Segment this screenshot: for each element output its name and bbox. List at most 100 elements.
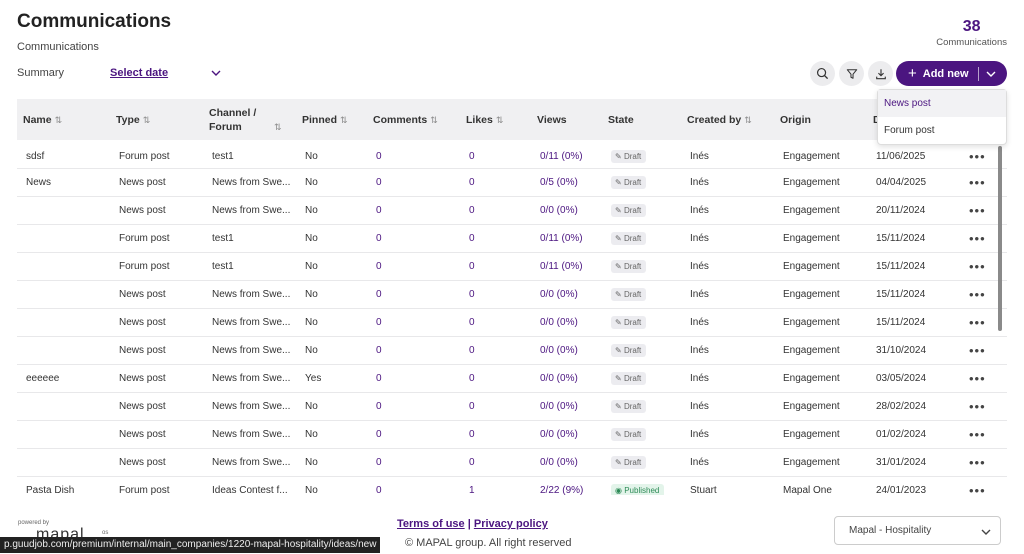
more-options-icon[interactable]: ••• [969, 314, 986, 330]
dropdown-item-forum-post[interactable]: Forum post [884, 125, 935, 136]
organization-select-value: Mapal - Hospitality [849, 525, 932, 536]
search-button[interactable] [810, 61, 835, 86]
cell-type: News post [119, 428, 166, 440]
column-header-type[interactable]: Type ⇅ [116, 113, 151, 126]
select-date-link[interactable]: Select date [110, 67, 169, 79]
more-options-icon[interactable]: ••• [969, 286, 986, 302]
more-options-icon[interactable]: ••• [969, 482, 986, 496]
status-badge: ✎ Draft [611, 371, 647, 385]
edit-icon: ✎ [615, 205, 624, 215]
cell-channel: Ideas Contest f... [212, 484, 288, 496]
page-subtitle: Communications [17, 41, 99, 53]
status-badge: ✎ Draft [611, 150, 647, 164]
table-row[interactable]: News post News from Swe... No 0 0 0/0 (0%) ✎ D… [17, 280, 1007, 308]
button-divider [977, 66, 979, 81]
edit-icon: ✎ [615, 373, 624, 383]
organization-select[interactable]: Mapal - Hospitality [834, 516, 1001, 545]
terms-link[interactable]: Terms of use [397, 518, 465, 530]
table-row[interactable]: sdsf Forum post test1 No 0 0 0/11 (0%) ✎ Draft I… [17, 140, 1007, 168]
table-row[interactable]: Pasta Dish Forum post Ideas Contest f... No… [17, 476, 1007, 495]
table-row[interactable]: Forum post test1 No 0 0 0/11 (0%) ✎ Draft Inés E… [17, 252, 1007, 280]
cell-created-by: Inés [690, 400, 709, 412]
sort-icon[interactable]: ⇅ [54, 114, 63, 125]
cell-comments: 0 [376, 151, 382, 163]
edit-icon: ✎ [615, 177, 624, 187]
cell-comments: 0 [376, 484, 382, 496]
more-options-icon[interactable]: ••• [969, 370, 986, 386]
column-header-likes[interactable]: Likes ⇅ [466, 113, 504, 126]
add-new-button[interactable]: + Add new [896, 61, 1007, 86]
cell-created-by: Inés [690, 260, 709, 272]
cell-views: 0/11 (0%) [540, 151, 583, 163]
cell-state: ✎ Draft [602, 252, 681, 280]
cell-comments: 0 [376, 344, 382, 356]
count-number: 38 [962, 18, 981, 35]
dropdown-item-news-post[interactable]: News post [878, 90, 1006, 117]
cell-pinned: No [305, 176, 318, 188]
more-options-icon[interactable]: ••• [969, 426, 986, 442]
privacy-link[interactable]: Privacy policy [473, 518, 548, 530]
sort-icon[interactable]: ⇅ [495, 114, 504, 125]
column-header-origin: Origin [780, 113, 811, 126]
cell-likes: 0 [469, 288, 475, 300]
cell-views: 0/0 (0%) [540, 428, 578, 440]
table-row[interactable]: eeeeee News post News from Swe... Yes 0 0 0/0 … [17, 364, 1007, 392]
more-options-icon[interactable]: ••• [969, 174, 986, 190]
table-row[interactable]: News post News from Swe... No 0 0 0/0 (0%) ✎ D… [17, 308, 1007, 336]
table-row[interactable]: News post News from Swe... No 0 0 0/0 (0%) ✎ D… [17, 196, 1007, 224]
sort-icon[interactable]: ⇅ [340, 114, 348, 125]
download-button[interactable] [868, 61, 893, 86]
cell-name [17, 280, 110, 308]
table-row[interactable]: News post News from Swe... No 0 0 0/0 (0%) ✎ D… [17, 420, 1007, 448]
column-header-name[interactable]: Name ⇅ [23, 113, 63, 126]
column-header-pinned[interactable]: Pinned ⇅ [302, 113, 348, 126]
column-header-date[interactable]: D [867, 99, 960, 140]
table-row[interactable]: News post News from Swe... No 0 0 0/0 (0%) ✎ D… [17, 392, 1007, 420]
cell-pinned: No [305, 151, 318, 163]
cell-date: 20/11/2024 [876, 204, 926, 216]
more-options-icon[interactable]: ••• [969, 342, 986, 358]
status-bar-url: p.guudjob.com/premium/internal/main_comp… [0, 537, 381, 553]
cell-created-by: Inés [690, 316, 709, 328]
add-new-label: Add new [922, 67, 969, 80]
sort-icon[interactable]: ⇅ [430, 114, 438, 125]
sort-icon[interactable]: ⇅ [274, 121, 282, 132]
chevron-down-icon[interactable] [986, 69, 996, 79]
cell-likes: 0 [469, 232, 475, 244]
table-row[interactable]: News post News from Swe... No 0 0 0/0 (0%) ✎ D… [17, 336, 1007, 364]
filter-row: Summary Select date [17, 67, 221, 79]
rss-icon: ◉ [615, 485, 625, 495]
cell-likes: 1 [469, 484, 475, 496]
cell-views: 0/11 (0%) [540, 232, 583, 244]
filter-button[interactable] [839, 61, 864, 86]
cell-name: eeeeee [26, 372, 60, 384]
more-options-icon[interactable]: ••• [969, 258, 986, 274]
more-options-icon[interactable]: ••• [969, 149, 986, 165]
cell-channel: News from Swe... [212, 344, 291, 356]
sort-icon[interactable]: ⇅ [744, 114, 752, 125]
edit-icon: ✎ [615, 457, 624, 467]
table-row[interactable]: News News post News from Swe... No 0 0 0/5 (0%… [17, 168, 1007, 196]
cell-created-by: Inés [690, 176, 709, 188]
cell-name [17, 224, 110, 252]
scrollbar-thumb[interactable] [998, 146, 1002, 331]
cell-date: 04/04/2025 [876, 176, 927, 188]
more-options-icon[interactable]: ••• [969, 454, 986, 470]
more-options-icon[interactable]: ••• [969, 398, 986, 414]
footer-link-separator: | [467, 518, 471, 530]
cell-date: 24/01/2023 [876, 484, 927, 496]
column-header-comments[interactable]: Comments ⇅ [373, 113, 438, 126]
cell-origin: Engagement [783, 400, 840, 412]
more-options-icon[interactable]: ••• [969, 230, 986, 246]
search-icon [816, 67, 829, 80]
cell-likes: 0 [469, 316, 475, 328]
edit-icon: ✎ [615, 289, 624, 299]
cell-type: Forum post [119, 151, 170, 163]
table-row[interactable]: News post News from Swe... No 0 0 0/0 (0%) ✎ D… [17, 448, 1007, 476]
sort-icon[interactable]: ⇅ [142, 114, 151, 125]
table-row[interactable]: Forum post test1 No 0 0 0/11 (0%) ✎ Draft Inés E… [17, 224, 1007, 252]
column-header-created-by[interactable]: Created by ⇅ [687, 113, 752, 126]
column-header-channel[interactable]: Channel / Forum ⇅ [209, 106, 282, 133]
more-options-icon[interactable]: ••• [969, 202, 986, 218]
chevron-down-icon[interactable] [211, 68, 221, 78]
